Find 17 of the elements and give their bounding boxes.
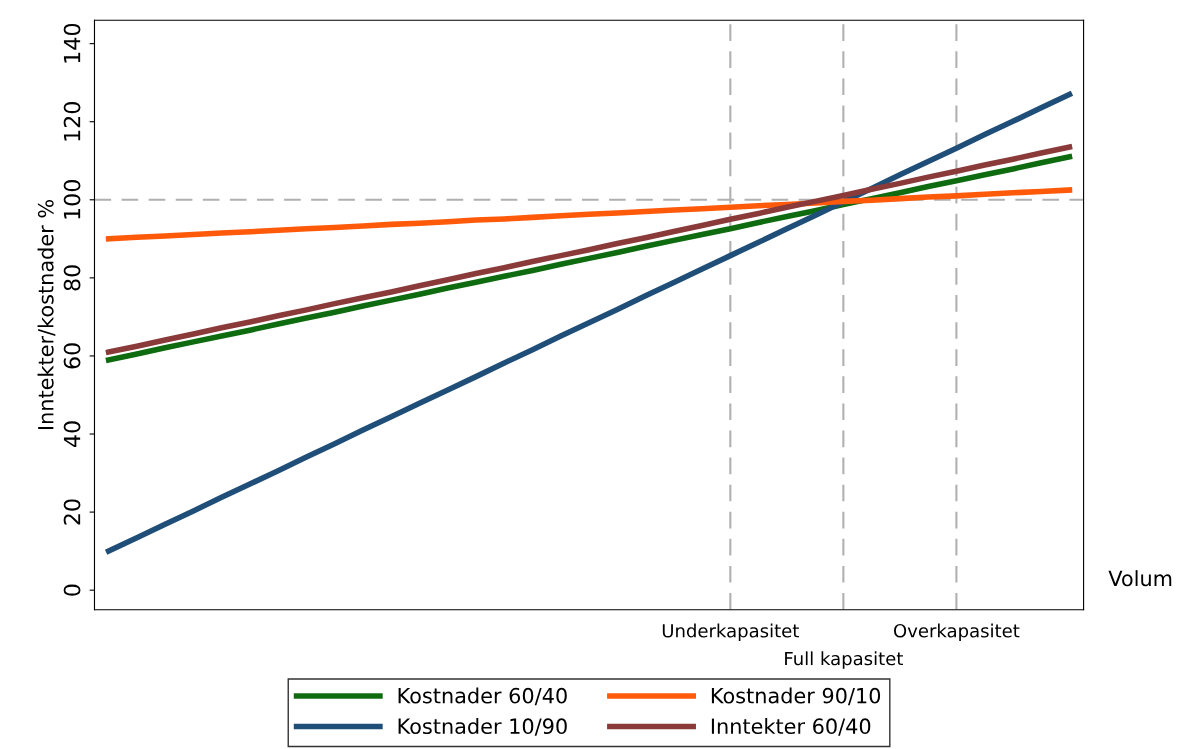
- x-tick-label: Overkapasitet: [893, 623, 1020, 642]
- y-tick-label: 120: [63, 101, 81, 141]
- y-tick-label: 20: [63, 499, 81, 525]
- legend-label: Inntekter 60/40: [711, 717, 871, 736]
- y-axis-title: Inntekter/kostnader %: [37, 199, 56, 430]
- x-tick-label: Underkapasitet: [662, 623, 799, 642]
- x-tick-label: Full kapasitet: [785, 651, 903, 669]
- legend-label: Kostnader 10/90: [398, 717, 567, 736]
- x-axis-title: Volum: [1108, 570, 1172, 587]
- y-tick-label: 60: [63, 343, 81, 369]
- legend-label: Kostnader 90/10: [711, 687, 881, 706]
- legend-label: Kostnader 60/40: [398, 687, 567, 706]
- y-tick-label: 80: [63, 265, 81, 291]
- y-tick-label: 40: [63, 421, 81, 448]
- y-tick-label: 100: [63, 180, 81, 219]
- y-tick-label: 140: [63, 23, 81, 63]
- y-tick-label: 0: [63, 584, 81, 596]
